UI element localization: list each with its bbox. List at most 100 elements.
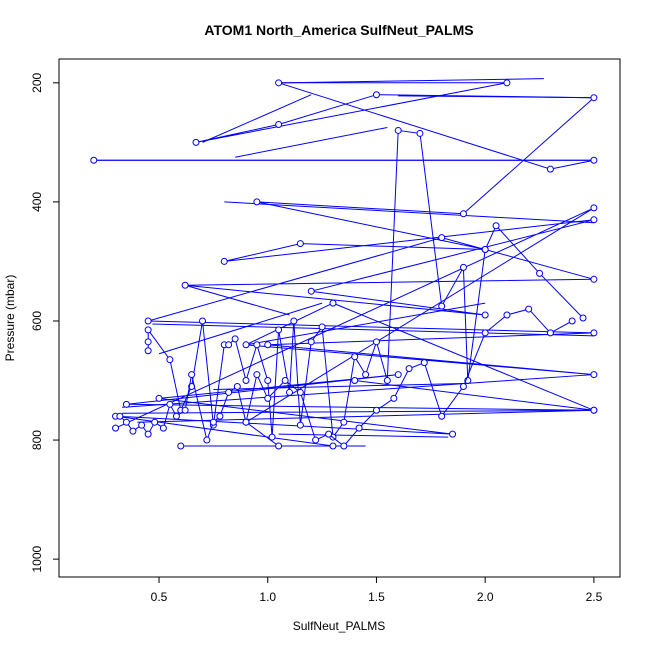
- data-point: [307, 338, 315, 346]
- data-point: [253, 198, 261, 206]
- series-segment: [122, 374, 594, 408]
- data-point: [394, 126, 402, 134]
- data-point: [181, 281, 189, 289]
- data-point: [362, 371, 370, 379]
- data-point: [264, 341, 272, 349]
- data-point: [351, 353, 359, 361]
- data-point: [166, 400, 174, 408]
- data-point: [459, 263, 467, 271]
- data-point: [372, 91, 380, 99]
- data-point: [199, 317, 207, 325]
- data-point: [296, 388, 304, 396]
- data-point: [275, 326, 283, 334]
- data-point: [275, 120, 283, 128]
- data-point: [492, 222, 500, 230]
- data-point: [351, 377, 359, 385]
- data-point: [264, 377, 272, 385]
- data-point: [481, 311, 489, 319]
- y-axis: 200 400 600 800 1000: [30, 72, 59, 572]
- x-tick-label: 1.5: [368, 590, 385, 604]
- series-segment: [152, 323, 594, 337]
- data-point: [225, 341, 233, 349]
- data-point: [590, 204, 598, 212]
- data-point: [242, 341, 250, 349]
- data-point: [188, 371, 196, 379]
- data-point: [144, 317, 152, 325]
- x-tick-label: 2.5: [586, 590, 603, 604]
- data-point: [172, 412, 180, 420]
- data-point: [438, 302, 446, 310]
- data-point: [90, 156, 98, 164]
- series-segment: [245, 302, 486, 346]
- data-point: [590, 406, 598, 414]
- data-point: [285, 388, 293, 396]
- data-point: [220, 257, 228, 265]
- data-point: [546, 165, 554, 173]
- data-point: [144, 430, 152, 438]
- data-point: [590, 94, 598, 102]
- x-axis-label: SulfNeut_PALMS: [293, 619, 386, 633]
- y-tick-label: 400: [30, 192, 44, 212]
- data-point: [372, 338, 380, 346]
- data-point: [405, 365, 413, 373]
- y-tick-label: 1000: [30, 545, 44, 572]
- data-point: [290, 317, 298, 325]
- data-point: [329, 299, 337, 307]
- data-point: [355, 424, 363, 432]
- data-point: [307, 287, 315, 295]
- data-point: [459, 382, 467, 390]
- data-point: [438, 234, 446, 242]
- data-point: [144, 338, 152, 346]
- data-point: [281, 377, 289, 385]
- data-point: [394, 371, 402, 379]
- series-segment: [278, 433, 449, 438]
- data-point: [225, 388, 233, 396]
- data-point: [329, 442, 337, 450]
- y-tick-label: 800: [30, 430, 44, 450]
- data-point: [138, 421, 146, 429]
- data-point: [231, 335, 239, 343]
- x-tick-label: 2.0: [477, 590, 494, 604]
- data-point: [503, 311, 511, 319]
- data-point: [253, 341, 261, 349]
- data-point: [181, 406, 189, 414]
- data-point: [590, 329, 598, 337]
- data-point: [275, 79, 283, 87]
- data-point: [275, 442, 283, 450]
- data-point: [420, 359, 428, 367]
- data-point: [459, 210, 467, 218]
- data-point: [325, 430, 333, 438]
- series-line-1: [93, 82, 596, 447]
- data-point: [264, 394, 272, 402]
- data-point: [233, 382, 241, 390]
- data-point: [416, 129, 424, 137]
- y-tick-label: 600: [30, 311, 44, 331]
- data-point: [372, 406, 380, 414]
- series-segment: [184, 284, 290, 316]
- data-point: [144, 347, 152, 355]
- data-point: [590, 275, 598, 283]
- data-point: [438, 412, 446, 420]
- data-point: [242, 418, 250, 426]
- data-point: [116, 412, 124, 420]
- x-tick-label: 0.5: [151, 590, 168, 604]
- data-point: [568, 317, 576, 325]
- series-line-2: [147, 129, 584, 439]
- data-point: [122, 400, 130, 408]
- data-point: [242, 377, 250, 385]
- data-point: [151, 418, 159, 426]
- data-point: [192, 138, 200, 146]
- data-point: [216, 412, 224, 420]
- x-axis: 0.5 1.0 1.5 2.0 2.5: [151, 577, 603, 604]
- chart-title: ATOM1 North_America SulfNeut_PALMS: [204, 22, 473, 38]
- data-point: [390, 394, 398, 402]
- data-point: [296, 421, 304, 429]
- data-point: [209, 418, 217, 426]
- plot-area: [58, 58, 621, 578]
- data-point: [144, 326, 152, 334]
- data-point: [340, 442, 348, 450]
- series-segment: [278, 78, 544, 84]
- data-point: [449, 430, 457, 438]
- y-axis-label: Pressure (mbar): [3, 275, 17, 362]
- data-point: [536, 269, 544, 277]
